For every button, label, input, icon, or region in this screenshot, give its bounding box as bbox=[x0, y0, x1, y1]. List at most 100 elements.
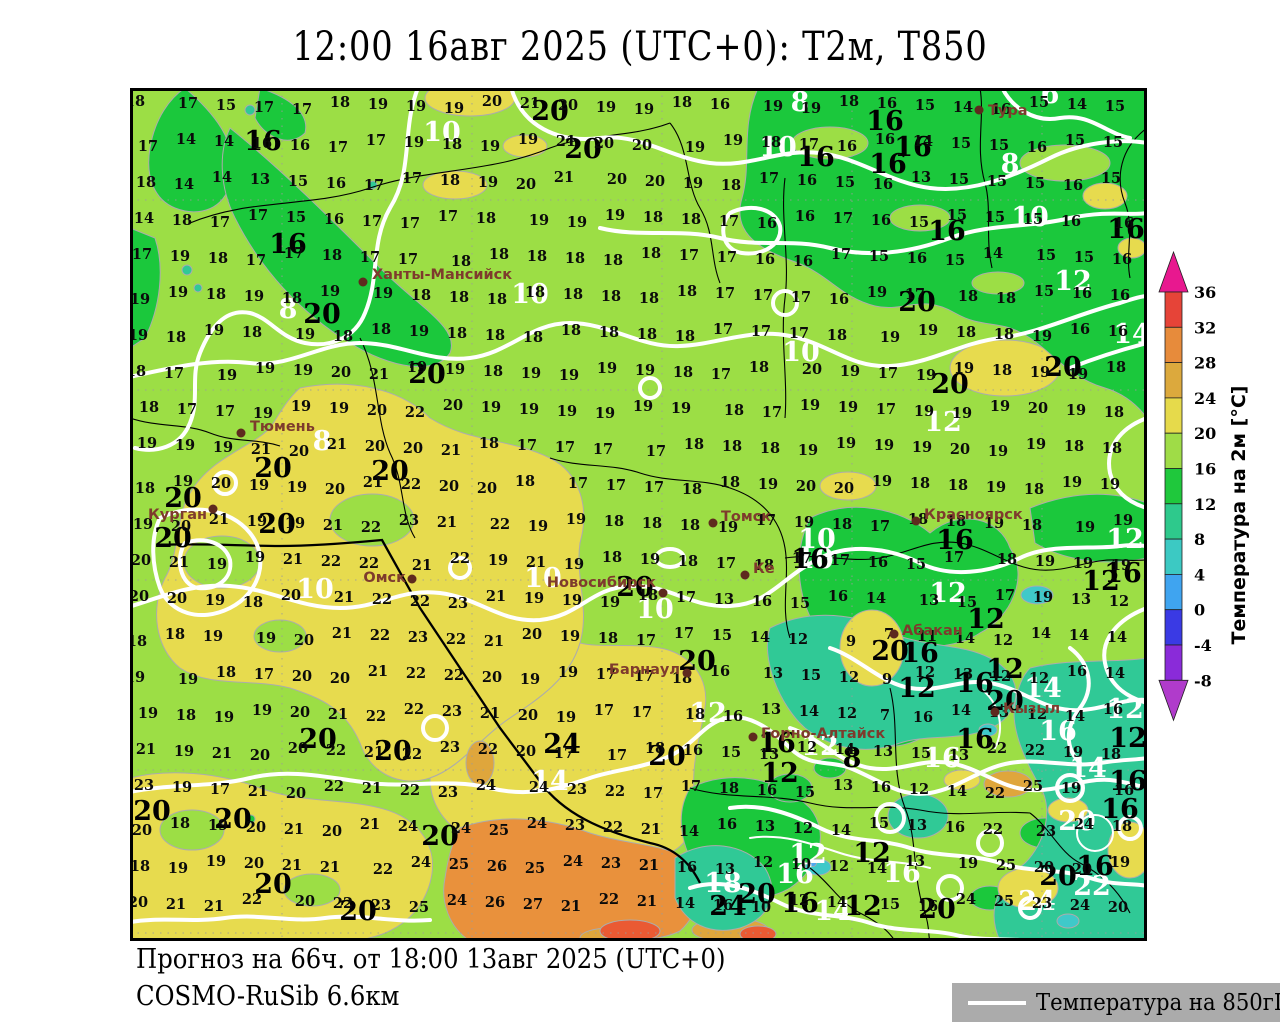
svg-text:13: 13 bbox=[949, 747, 969, 764]
svg-text:18: 18 bbox=[243, 594, 263, 611]
svg-text:18: 18 bbox=[1112, 818, 1132, 835]
svg-text:17: 17 bbox=[164, 365, 184, 382]
svg-text:20: 20 bbox=[254, 453, 292, 484]
svg-text:16: 16 bbox=[795, 208, 815, 225]
svg-text:19: 19 bbox=[133, 516, 153, 533]
svg-text:19: 19 bbox=[840, 363, 860, 380]
svg-text:16: 16 bbox=[1067, 663, 1087, 680]
svg-text:20: 20 bbox=[295, 893, 315, 910]
svg-text:18: 18 bbox=[638, 587, 658, 604]
svg-text:22: 22 bbox=[603, 819, 623, 836]
svg-text:18: 18 bbox=[485, 327, 505, 344]
svg-text:14: 14 bbox=[176, 131, 196, 148]
svg-text:13: 13 bbox=[833, 777, 853, 794]
svg-text:19: 19 bbox=[409, 323, 429, 340]
svg-text:18: 18 bbox=[946, 513, 966, 530]
svg-text:20: 20 bbox=[898, 287, 936, 318]
colorbar-axis-label: Температура на 2м [°C] bbox=[1228, 385, 1250, 645]
svg-text:18: 18 bbox=[282, 290, 302, 307]
svg-text:15: 15 bbox=[1034, 283, 1054, 300]
city-dot bbox=[748, 732, 758, 742]
svg-text:23: 23 bbox=[134, 777, 154, 794]
svg-text:10: 10 bbox=[751, 899, 771, 916]
svg-text:10: 10 bbox=[796, 544, 834, 575]
svg-text:17: 17 bbox=[643, 785, 663, 802]
svg-text:8: 8 bbox=[791, 88, 810, 118]
svg-text:7: 7 bbox=[880, 707, 890, 724]
svg-text:25: 25 bbox=[409, 899, 429, 916]
svg-text:20: 20 bbox=[130, 588, 149, 605]
svg-text:-4: -4 bbox=[1194, 636, 1212, 655]
svg-text:17: 17 bbox=[364, 177, 384, 194]
svg-text:14: 14 bbox=[831, 822, 851, 839]
svg-text:16: 16 bbox=[901, 638, 939, 669]
svg-text:21: 21 bbox=[484, 633, 504, 650]
svg-text:18: 18 bbox=[447, 325, 467, 342]
svg-text:20: 20 bbox=[365, 438, 385, 455]
svg-text:15: 15 bbox=[945, 252, 965, 269]
svg-text:16: 16 bbox=[244, 126, 282, 157]
svg-text:18: 18 bbox=[642, 515, 662, 532]
svg-text:18: 18 bbox=[208, 250, 228, 267]
svg-text:18: 18 bbox=[139, 399, 159, 416]
svg-text:21: 21 bbox=[327, 436, 347, 453]
svg-text:15: 15 bbox=[1023, 211, 1043, 228]
svg-text:20: 20 bbox=[1044, 352, 1082, 383]
svg-text:21: 21 bbox=[362, 780, 382, 797]
svg-text:19: 19 bbox=[633, 398, 653, 415]
svg-text:17: 17 bbox=[366, 132, 386, 149]
svg-text:17: 17 bbox=[398, 251, 418, 268]
svg-text:17: 17 bbox=[400, 215, 420, 232]
svg-text:15: 15 bbox=[1101, 170, 1121, 187]
svg-text:22: 22 bbox=[333, 895, 353, 912]
svg-text:19: 19 bbox=[1068, 366, 1088, 383]
svg-text:21: 21 bbox=[169, 554, 189, 571]
svg-text:14: 14 bbox=[1107, 629, 1127, 646]
svg-text:18: 18 bbox=[754, 557, 774, 574]
city-label: Курган bbox=[148, 507, 207, 523]
svg-text:19: 19 bbox=[718, 519, 738, 536]
svg-text:21: 21 bbox=[328, 706, 348, 723]
svg-text:18: 18 bbox=[721, 177, 741, 194]
svg-text:17: 17 bbox=[362, 213, 382, 230]
svg-text:9: 9 bbox=[846, 633, 856, 650]
svg-text:14: 14 bbox=[835, 741, 855, 758]
svg-text:14: 14 bbox=[750, 629, 770, 646]
svg-text:24: 24 bbox=[1194, 389, 1216, 408]
svg-text:19: 19 bbox=[683, 175, 703, 192]
svg-text:13: 13 bbox=[763, 665, 783, 682]
svg-text:13: 13 bbox=[907, 817, 927, 834]
svg-text:26: 26 bbox=[487, 858, 507, 875]
svg-text:18: 18 bbox=[487, 291, 507, 308]
svg-text:19: 19 bbox=[634, 101, 654, 118]
svg-text:19: 19 bbox=[518, 131, 538, 148]
svg-text:20: 20 bbox=[439, 478, 459, 495]
svg-text:24: 24 bbox=[476, 777, 496, 794]
svg-text:36: 36 bbox=[1194, 283, 1216, 302]
svg-text:16: 16 bbox=[956, 724, 994, 755]
svg-text:18: 18 bbox=[719, 780, 739, 797]
svg-text:21: 21 bbox=[136, 741, 156, 758]
svg-text:16: 16 bbox=[1061, 213, 1081, 230]
svg-text:20: 20 bbox=[1034, 859, 1054, 876]
svg-text:26: 26 bbox=[485, 894, 505, 911]
svg-text:18: 18 bbox=[958, 288, 978, 305]
svg-text:17: 17 bbox=[676, 589, 696, 606]
svg-text:23: 23 bbox=[1032, 895, 1052, 912]
svg-text:17: 17 bbox=[995, 587, 1015, 604]
city-dot bbox=[682, 668, 692, 678]
svg-text:19: 19 bbox=[529, 212, 549, 229]
svg-text:20: 20 bbox=[325, 481, 345, 498]
city-dot bbox=[740, 570, 750, 580]
svg-text:20: 20 bbox=[516, 743, 536, 760]
svg-text:14: 14 bbox=[214, 133, 234, 150]
svg-text:17: 17 bbox=[681, 778, 701, 795]
svg-text:17: 17 bbox=[632, 704, 652, 721]
svg-text:20: 20 bbox=[288, 740, 308, 757]
svg-text:16: 16 bbox=[869, 149, 907, 180]
svg-text:16: 16 bbox=[710, 663, 730, 680]
svg-text:16: 16 bbox=[758, 728, 796, 759]
svg-text:12: 12 bbox=[967, 604, 1005, 635]
svg-text:16: 16 bbox=[1110, 287, 1130, 304]
svg-text:18: 18 bbox=[1064, 438, 1084, 455]
